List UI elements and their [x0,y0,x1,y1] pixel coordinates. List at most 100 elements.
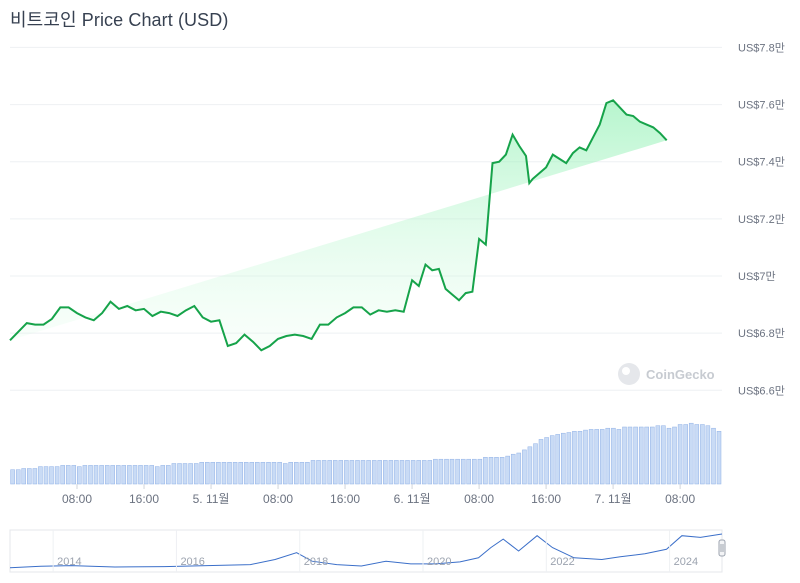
y-tick-label: US$7만 [738,270,776,283]
volume-bar [54,466,60,485]
volume-bar [433,458,438,485]
navigator-line [9,533,723,569]
volume-bar [683,424,688,485]
volume-bar [327,460,332,485]
volume-bar [438,458,444,485]
volume-bar [227,462,232,485]
navigator-tick-label: 2018 [304,556,328,568]
volume-bar [266,462,271,485]
volume-bar [527,446,533,485]
volume-bar [638,426,644,485]
volume-bar [377,460,382,485]
volume-bar [427,460,433,485]
volume-bar [594,429,599,485]
volume-bar [611,427,616,485]
y-axis: US$6.6만 US$6.8만 US$7만 US$7.2만 US$7.4만 US$7.6만… [738,41,785,397]
volume-bar [65,465,71,485]
volume-bar [538,439,544,485]
volume-bar [27,468,32,485]
volume-bar [177,463,182,485]
volume-bar [460,458,466,485]
volume-bar [21,468,26,485]
volume-bar [700,424,705,485]
navigator-tick-label: 2024 [674,556,698,568]
volume-bar [510,453,516,485]
volume-bar [583,429,588,485]
volume-bar [288,462,293,485]
volume-bar [138,465,143,485]
volume-bar [171,463,177,485]
volume-bar [255,462,260,485]
volume-bar [494,457,499,485]
y-tick-label: US$6.6만 [738,384,785,397]
volume-bar [694,424,700,485]
volume-bar [705,425,711,485]
volume-bar [371,460,377,485]
volume-bar [627,426,633,485]
volume-bar [488,457,494,485]
volume-bar [332,460,338,485]
x-axis: 08:00 16:00 5. 11월 08:00 16:00 6. 11월 08:00 16:… [62,484,695,506]
x-tick-label: 16:00 [129,492,159,506]
coingecko-watermark: CoinGecko [618,363,715,385]
volume-bar [110,465,115,485]
navigator[interactable]: 2014 2016 2018 2020 2022 2024 [9,529,726,573]
volume-bar [104,465,110,485]
navigator-tick-label: 2022 [550,556,574,568]
x-tick-label: 08:00 [62,492,92,506]
volume-bar [455,458,460,485]
volume-bar [121,465,127,485]
volume-bar [143,465,149,485]
volume-bar [449,458,455,485]
x-tick-label: 16:00 [330,492,360,506]
volume-bar [399,460,405,485]
x-tick-label: 6. 11월 [394,492,431,506]
volume-bar [711,427,716,485]
volume-bar [561,432,566,485]
volume-bars [10,422,722,485]
volume-bar [294,462,299,485]
volume-bar [221,462,227,485]
volume-bar [338,460,344,485]
volume-bar [77,466,82,485]
price-line[interactable] [9,99,668,352]
y-tick-label: US$7.8만 [738,41,785,54]
volume-bar [299,462,305,485]
volume-bar [349,460,355,485]
volume-bar [182,463,188,485]
volume-bar [405,460,410,485]
volume-bar [672,426,677,485]
volume-bar [10,469,15,485]
volume-bar [577,431,583,485]
volume-bar [232,462,238,485]
volume-bar [193,463,199,485]
volume-bar [82,465,88,485]
volume-bar [188,463,193,485]
volume-bar [477,458,483,485]
volume-bar [260,462,266,485]
y-tick-label: US$7.4만 [738,156,785,169]
volume-bar [677,424,683,485]
volume-bar [716,431,722,485]
price-area [10,100,667,351]
volume-bar [305,462,310,485]
volume-bar [516,452,522,485]
volume-bar [149,465,154,485]
volume-bar [505,455,510,485]
navigator-tick-label: 2020 [427,556,451,568]
volume-bar [243,462,249,485]
volume-bar [366,460,371,485]
volume-bar [416,460,421,485]
volume-bar [466,458,471,485]
volume-bar [421,460,427,485]
volume-bar [238,462,243,485]
volume-bar [88,465,93,485]
x-tick-label: 7. 11월 [595,492,632,506]
volume-bar [199,462,204,485]
volume-bar [310,460,316,485]
navigator-handle[interactable] [718,539,726,557]
x-tick-label: 5. 11월 [193,492,230,506]
volume-bar [483,457,488,485]
volume-bar [205,462,210,485]
